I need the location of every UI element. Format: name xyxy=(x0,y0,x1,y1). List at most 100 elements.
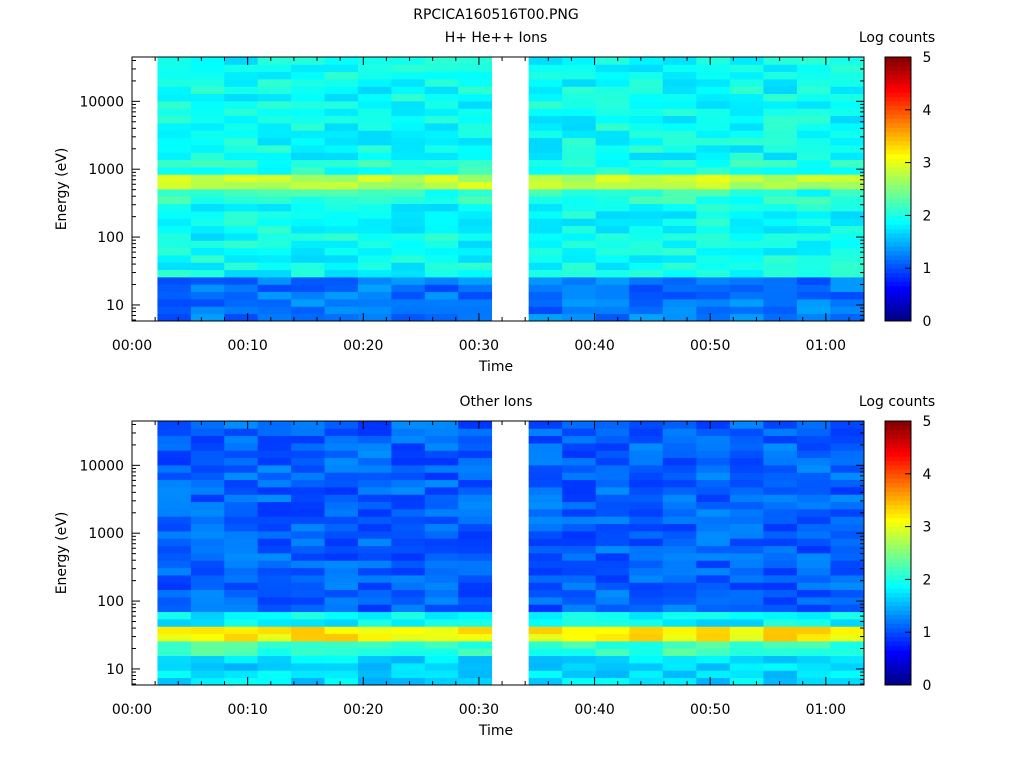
heatmap-cell xyxy=(324,152,359,161)
heatmap-cell xyxy=(357,523,392,532)
heatmap-cell xyxy=(391,93,426,102)
heatmap-cell xyxy=(729,123,764,131)
colorbar-step xyxy=(885,619,911,624)
heatmap-cell xyxy=(562,472,597,481)
heatmap-cell xyxy=(629,225,664,234)
heatmap-cell xyxy=(458,181,493,190)
heatmap-cell xyxy=(291,560,325,569)
heatmap-cell xyxy=(458,611,493,620)
heatmap-cell xyxy=(562,269,597,278)
colorbar-step xyxy=(885,605,911,611)
heatmap-cell xyxy=(224,167,259,175)
heatmap-cell xyxy=(595,247,630,256)
heatmap-cell xyxy=(662,523,697,532)
heatmap-cell xyxy=(157,101,192,109)
heatmap-cells xyxy=(157,57,865,322)
heatmap-cell xyxy=(424,641,459,649)
heatmap-cell xyxy=(257,123,292,131)
heatmap-cell xyxy=(291,487,325,495)
heatmap-cell xyxy=(190,677,225,686)
heatmap-cell xyxy=(357,93,392,102)
heatmap-cell xyxy=(763,523,798,532)
heatmap-cell xyxy=(830,633,865,642)
heatmap-cell xyxy=(729,589,764,598)
heatmap-cell xyxy=(357,516,392,525)
heatmap-cell xyxy=(324,677,359,686)
heatmap-cell xyxy=(629,670,664,679)
heatmap-cell xyxy=(257,262,292,271)
heatmap-cell xyxy=(391,501,426,510)
heatmap-cell xyxy=(696,538,731,547)
heatmap-cell xyxy=(224,677,259,686)
heatmap-cell xyxy=(224,457,259,466)
heatmap-cell xyxy=(562,167,597,175)
heatmap-cell xyxy=(190,545,225,554)
heatmap-cell xyxy=(291,428,325,437)
colorbar-step xyxy=(885,469,911,475)
colorbar-step xyxy=(885,447,911,453)
heatmap-cell xyxy=(796,655,831,664)
heatmap-cell xyxy=(528,523,563,532)
heatmap-cell xyxy=(224,277,259,285)
heatmap-cell xyxy=(662,501,697,510)
colorbar-step xyxy=(885,228,911,234)
heatmap-cell xyxy=(391,247,426,256)
heatmap-cell xyxy=(629,181,664,190)
heatmap-cell xyxy=(424,472,459,481)
heatmap-cell xyxy=(324,457,359,466)
heatmap-cell xyxy=(157,233,192,241)
heatmap-cell xyxy=(629,233,664,241)
heatmap-cell xyxy=(157,626,192,635)
heatmap-cell xyxy=(224,306,259,315)
heatmap-cell xyxy=(595,553,630,561)
heatmap-cell xyxy=(629,115,664,124)
heatmap-cell xyxy=(357,597,392,605)
heatmap-cell xyxy=(424,240,459,249)
heatmap-cell xyxy=(763,313,798,322)
heatmap-cell xyxy=(257,553,292,561)
heatmap-cell xyxy=(629,479,664,488)
heatmap-cell xyxy=(763,93,798,102)
heatmap-cell xyxy=(257,604,292,613)
heatmap-cell xyxy=(729,255,764,263)
heatmap-cell xyxy=(257,567,292,576)
heatmap-cell xyxy=(357,291,392,300)
colorbar-step xyxy=(885,438,911,444)
colorbar-step xyxy=(885,509,911,514)
heatmap-cell xyxy=(830,479,865,488)
colorbar-step xyxy=(885,583,911,589)
heatmap-cell xyxy=(291,597,325,605)
heatmap-cell xyxy=(796,101,831,109)
colorbar-step xyxy=(885,649,911,655)
heatmap-cell xyxy=(595,604,630,613)
heatmap-cell xyxy=(763,291,798,300)
heatmap-cell xyxy=(830,443,865,451)
x-tick-label: 00:10 xyxy=(227,702,267,718)
heatmap-cell xyxy=(830,262,865,271)
heatmap-cell xyxy=(830,465,865,473)
heatmap-cell xyxy=(729,189,764,197)
heatmap-cell xyxy=(763,457,798,466)
heatmap-cell xyxy=(291,181,325,190)
heatmap-cell xyxy=(562,247,597,256)
heatmap-cell xyxy=(391,619,426,627)
heatmap-cell xyxy=(324,619,359,627)
heatmap-cell xyxy=(224,269,259,278)
heatmap-cell xyxy=(696,159,731,168)
heatmap-cell xyxy=(629,509,664,517)
heatmap-cell xyxy=(629,619,664,627)
heatmap-cell xyxy=(528,582,563,591)
heatmap-cell xyxy=(224,626,259,635)
heatmap-cell xyxy=(291,306,325,315)
heatmap-cell xyxy=(528,450,563,459)
heatmap-cell xyxy=(157,677,192,686)
heatmap-cell xyxy=(224,450,259,459)
heatmap-cell xyxy=(763,677,798,686)
heatmap-cell xyxy=(796,567,831,576)
heatmap-cell xyxy=(224,641,259,649)
heatmap-cell xyxy=(357,167,392,175)
heatmap-cell xyxy=(357,108,392,117)
heatmap-cell xyxy=(729,225,764,234)
heatmap-cell xyxy=(763,262,798,271)
heatmap-cell xyxy=(528,626,563,635)
